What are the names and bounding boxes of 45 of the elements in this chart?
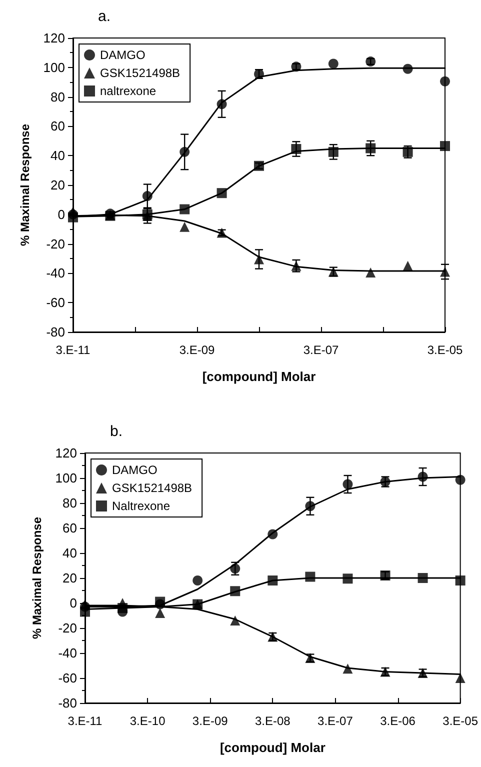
y-tick-label: 120 xyxy=(55,446,77,460)
y-tick-label: 40 xyxy=(62,546,77,560)
y-tick-label: 60 xyxy=(50,118,65,134)
legend-label: DAMGO xyxy=(112,463,158,477)
legend-label: naltrexone xyxy=(100,84,156,98)
y-tick-label: 20 xyxy=(50,178,65,192)
y-tick-label: -40 xyxy=(46,266,65,281)
y-tick-label: 60 xyxy=(62,520,77,536)
y-tick-label: 40 xyxy=(50,148,65,164)
y-tick-label: -20 xyxy=(46,236,65,252)
y-tick-label: -80 xyxy=(58,696,77,710)
x-tick-label: 3.E-07 xyxy=(303,343,339,357)
chart-title: a. xyxy=(98,8,111,25)
legend-label: GSK1521498B xyxy=(100,66,180,80)
y-tick-label: -20 xyxy=(58,620,77,636)
y-tick-label: -80 xyxy=(46,324,65,340)
y-tick-label: -60 xyxy=(58,670,77,686)
x-tick-label: 3.E-08 xyxy=(254,714,291,728)
x-tick-label: 3.E-09 xyxy=(179,343,215,357)
y-tick-label: 100 xyxy=(55,470,77,486)
y-tick-label: 80 xyxy=(62,496,77,510)
x-tick-label: 3.E-11 xyxy=(56,343,91,357)
y-tick-label: 80 xyxy=(50,89,65,104)
y-axis-title: % Maximal Response xyxy=(18,124,32,246)
x-tick-label: 3.E-05 xyxy=(442,714,478,728)
x-tick-label: 3.E-06 xyxy=(380,714,416,728)
y-tick-label: 120 xyxy=(43,30,65,46)
y-tick-label: -60 xyxy=(46,295,65,310)
x-axis-title: [compound] Molar xyxy=(202,369,316,384)
legend-label: GSK1521498B xyxy=(112,481,192,495)
legend-label: DAMGO xyxy=(100,48,146,62)
y-tick-label: 100 xyxy=(43,60,65,75)
x-tick-label: 3.E-05 xyxy=(427,343,463,357)
chart-title: b. xyxy=(110,423,123,440)
y-tick-label: 20 xyxy=(62,570,77,586)
x-axis-title: [compoud] Molar xyxy=(220,740,326,755)
y-tick-label: -40 xyxy=(58,646,77,660)
x-tick-label: 3.E-07 xyxy=(318,714,354,728)
y-tick-label: 0 xyxy=(70,596,77,610)
y-axis-title: % Maximal Response xyxy=(30,516,44,640)
x-tick-label: 3.E-10 xyxy=(130,714,166,728)
y-tick-label: 0 xyxy=(58,206,65,222)
x-tick-label: 3.E-11 xyxy=(68,714,103,728)
legend-label: Naltrexone xyxy=(112,499,170,513)
x-tick-label: 3.E-09 xyxy=(192,714,228,728)
